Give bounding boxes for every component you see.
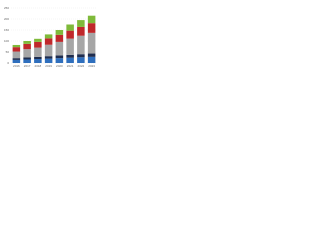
bar-segment [12,47,21,52]
bar-segment [34,59,42,63]
x-tick-label: 2022 [78,64,85,68]
bar-segment [55,41,64,56]
y-tick-label: 150 [4,28,9,32]
bar-segment [44,56,53,59]
bar-segment [55,55,64,59]
bar-segment [34,38,42,42]
x-tick-label: 2021 [67,64,74,68]
bar-segment [23,57,31,60]
bar-segment [87,53,96,57]
bar-segment [66,38,74,55]
bar-segment [77,20,85,27]
x-tick-label: 2017 [24,64,31,68]
bar-segment [44,58,53,63]
bar-segment [12,51,21,59]
x-tick-label: 2020 [56,64,63,68]
x-tick-label: 2019 [45,64,52,68]
bar-segment [87,15,96,24]
bar-segment [66,24,74,31]
bar-segment [77,35,85,55]
bar-segment [55,34,64,42]
bar-segment [44,44,53,57]
bar-segment [12,44,21,48]
y-tick-label: 250 [4,6,9,10]
bar-segment [12,59,21,63]
bar-segment [23,43,31,50]
chart: 0 50 100 150 200 250 2016 2017 2018 2019 2020 2021 2… [4,6,97,68]
y-tick-label: 100 [4,39,9,43]
x-tick-label: 2016 [13,64,20,68]
bar-segment [44,38,53,45]
x-tick-label: 2023 [88,64,95,68]
bar-segment [12,58,21,60]
bar-segment [44,34,53,39]
bar-segment [23,49,31,58]
bar-segment [34,47,42,57]
bar-segment [66,30,74,39]
bar-segment [87,32,96,54]
bar-segment [77,26,85,36]
bar-segment [66,57,74,63]
bar-segment [87,56,96,63]
y-tick-label: 200 [4,17,9,21]
bar-segment [34,41,42,48]
bar-segment [55,58,64,63]
bar-segment [77,54,85,58]
bar-segment [87,23,96,33]
y-tick-label: 50 [6,50,10,54]
bar-segment [23,59,31,63]
bar-segment [77,57,85,63]
bar-segment [66,54,74,58]
bar-segment [34,56,42,60]
y-tick-label: 0 [7,61,9,65]
bar-segment [55,30,64,35]
bar-segment [23,41,31,44]
x-tick-label: 2018 [35,64,42,68]
